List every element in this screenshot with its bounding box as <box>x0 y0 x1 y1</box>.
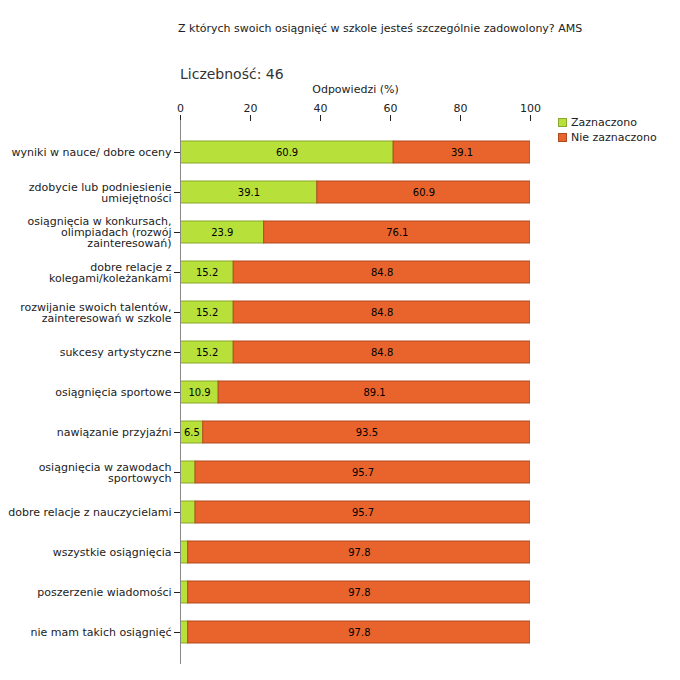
svg-text:15.2: 15.2 <box>196 347 218 358</box>
svg-text:wyniki w nauce/ dobre oceny: wyniki w nauce/ dobre oceny <box>12 146 172 159</box>
svg-text:dobre relacje zkolegami/koleża: dobre relacje zkolegami/koleżankami <box>49 261 172 285</box>
svg-text:80: 80 <box>454 102 468 115</box>
svg-text:84.8: 84.8 <box>371 347 393 358</box>
svg-text:97.8: 97.8 <box>348 627 370 638</box>
svg-text:100: 100 <box>520 102 541 115</box>
svg-text:60.9: 60.9 <box>276 147 298 158</box>
svg-text:39.1: 39.1 <box>451 147 473 158</box>
html-text:Nie zaznaczono: Nie zaznaczono <box>571 131 657 144</box>
html-text:Z których swoich osiągnięć w s: Z których swoich osiągnięć w szkole jest… <box>178 22 583 35</box>
svg-text:poszerzenie wiadomości: poszerzenie wiadomości <box>37 586 171 599</box>
svg-text:97.8: 97.8 <box>348 587 370 598</box>
svg-text:84.8: 84.8 <box>371 267 393 278</box>
svg-text:40: 40 <box>314 102 328 115</box>
svg-text:95.7: 95.7 <box>352 507 374 518</box>
svg-text:39.1: 39.1 <box>238 187 260 198</box>
svg-text:dobre relacje z nauczycielami: dobre relacje z nauczycielami <box>8 506 171 519</box>
svg-text:84.8: 84.8 <box>371 307 393 318</box>
svg-text:15.2: 15.2 <box>196 267 218 278</box>
html-text:Liczebność: 46: Liczebność: 46 <box>180 66 284 82</box>
svg-text:60.9: 60.9 <box>413 187 435 198</box>
svg-text:20: 20 <box>244 102 258 115</box>
svg-text:Odpowiedzi (%): Odpowiedzi (%) <box>312 83 399 96</box>
svg-text:osiągnięcia sportowe: osiągnięcia sportowe <box>55 386 171 399</box>
svg-text:0: 0 <box>177 102 184 115</box>
svg-text:rozwijanie swoich talentów,zai: rozwijanie swoich talentów,zainteresowań… <box>20 301 172 325</box>
svg-text:10.9: 10.9 <box>188 387 210 398</box>
svg-text:97.8: 97.8 <box>348 547 370 558</box>
svg-text:wszystkie osiągnięcia: wszystkie osiągnięcia <box>53 546 172 559</box>
svg-text:15.2: 15.2 <box>196 307 218 318</box>
svg-text:osiągnięcia w konkursach,olimp: osiągnięcia w konkursach,olimpiadach (ro… <box>27 215 171 250</box>
svg-text:60: 60 <box>384 102 398 115</box>
html-text:Zaznaczono: Zaznaczono <box>571 116 637 129</box>
svg-text:89.1: 89.1 <box>363 387 385 398</box>
svg-text:zdobycie lub podniesienieumiej: zdobycie lub podniesienieumiejętności <box>29 181 172 205</box>
svg-text:nawiązanie przyjaźni: nawiązanie przyjaźni <box>57 426 172 439</box>
svg-text:76.1: 76.1 <box>386 227 408 238</box>
svg-text:93.5: 93.5 <box>356 427 378 438</box>
svg-text:osiągnięcia w zawodachsportowy: osiągnięcia w zawodachsportowych <box>39 461 172 485</box>
svg-text:23.9: 23.9 <box>211 227 233 238</box>
svg-text:6.5: 6.5 <box>184 427 200 438</box>
svg-text:nie mam takich osiągnięć: nie mam takich osiągnięć <box>30 626 171 639</box>
svg-text:sukcesy artystyczne: sukcesy artystyczne <box>60 346 172 359</box>
svg-text:95.7: 95.7 <box>352 467 374 478</box>
